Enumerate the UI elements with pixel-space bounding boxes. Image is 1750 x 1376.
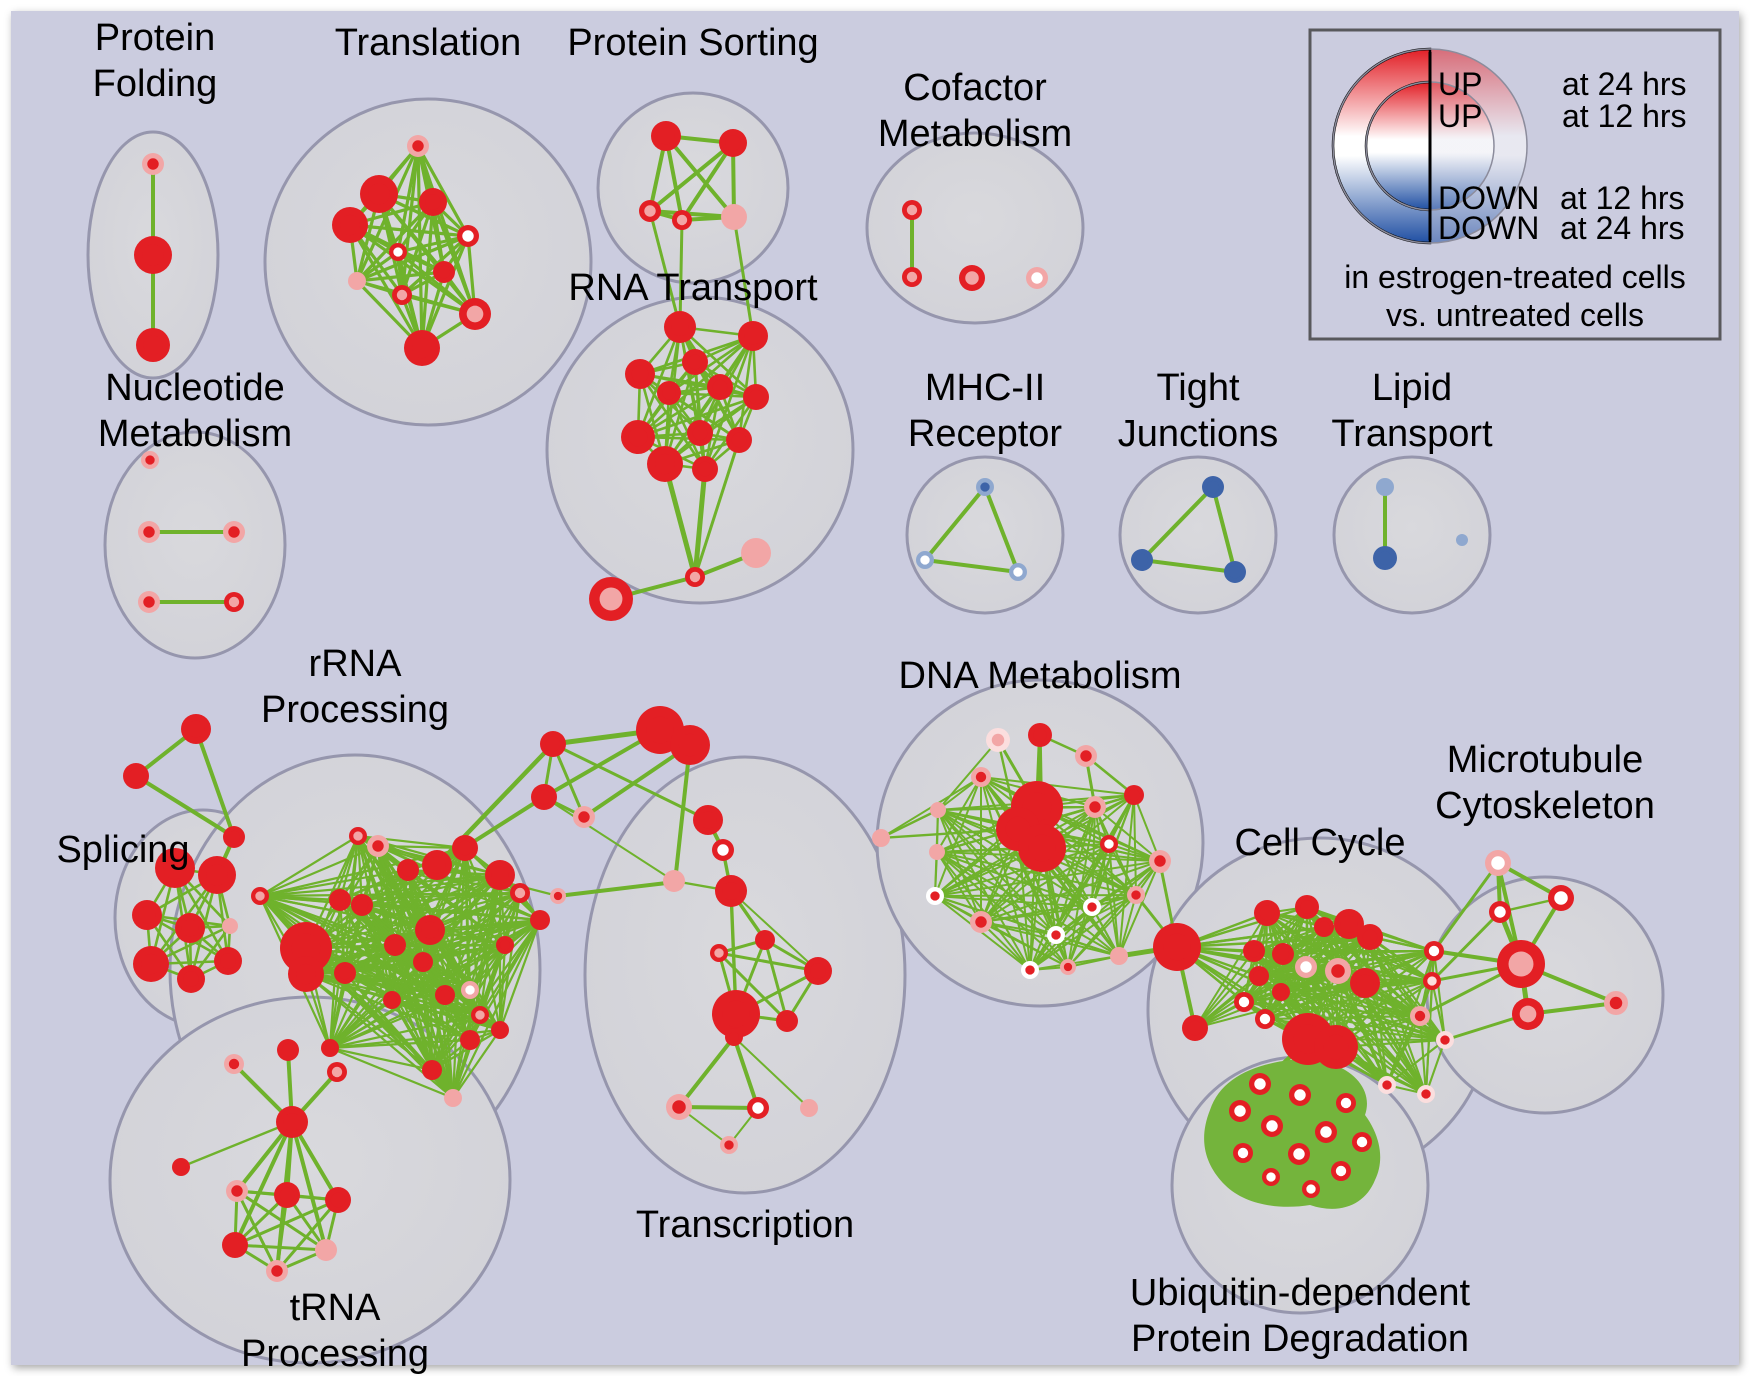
svg-text:Cofactor: Cofactor bbox=[903, 67, 1047, 109]
svg-text:at 24 hrs: at 24 hrs bbox=[1560, 210, 1685, 246]
svg-text:Translation: Translation bbox=[335, 22, 522, 64]
svg-text:Splicing: Splicing bbox=[56, 829, 189, 871]
svg-text:Folding: Folding bbox=[93, 63, 218, 105]
svg-text:Metabolism: Metabolism bbox=[878, 113, 1072, 155]
svg-text:tRNA: tRNA bbox=[290, 1287, 381, 1329]
svg-text:rRNA: rRNA bbox=[309, 643, 403, 685]
svg-text:Receptor: Receptor bbox=[908, 413, 1063, 455]
svg-text:Tight: Tight bbox=[1156, 367, 1240, 409]
svg-text:Processing: Processing bbox=[261, 689, 449, 731]
svg-text:Cytoskeleton: Cytoskeleton bbox=[1435, 785, 1655, 827]
svg-text:Protein Sorting: Protein Sorting bbox=[567, 22, 818, 64]
svg-text:MHC-II: MHC-II bbox=[925, 367, 1045, 409]
svg-text:Lipid: Lipid bbox=[1372, 367, 1452, 409]
svg-text:at 12 hrs: at 12 hrs bbox=[1562, 98, 1687, 134]
svg-text:Protein: Protein bbox=[95, 17, 215, 59]
svg-text:Processing: Processing bbox=[241, 1333, 429, 1375]
svg-text:Transport: Transport bbox=[1331, 413, 1493, 455]
svg-text:Microtubule: Microtubule bbox=[1447, 739, 1643, 781]
svg-text:RNA Transport: RNA Transport bbox=[568, 267, 818, 309]
svg-text:Nucleotide: Nucleotide bbox=[105, 367, 285, 409]
svg-text:Ubiquitin-dependent: Ubiquitin-dependent bbox=[1130, 1272, 1471, 1314]
svg-text:Transcription: Transcription bbox=[636, 1204, 854, 1246]
svg-text:Cell Cycle: Cell Cycle bbox=[1234, 822, 1405, 864]
svg-text:Junctions: Junctions bbox=[1118, 413, 1279, 455]
svg-text:Metabolism: Metabolism bbox=[98, 413, 292, 455]
svg-text:DNA Metabolism: DNA Metabolism bbox=[899, 655, 1182, 697]
svg-text:DOWN: DOWN bbox=[1438, 210, 1539, 246]
svg-text:UP: UP bbox=[1438, 98, 1482, 134]
svg-text:vs. untreated cells: vs. untreated cells bbox=[1386, 297, 1644, 333]
svg-text:at 24 hrs: at 24 hrs bbox=[1562, 66, 1687, 102]
svg-text:in estrogen-treated cells: in estrogen-treated cells bbox=[1344, 259, 1686, 295]
svg-text:Protein Degradation: Protein Degradation bbox=[1131, 1318, 1469, 1360]
svg-text:UP: UP bbox=[1438, 66, 1482, 102]
